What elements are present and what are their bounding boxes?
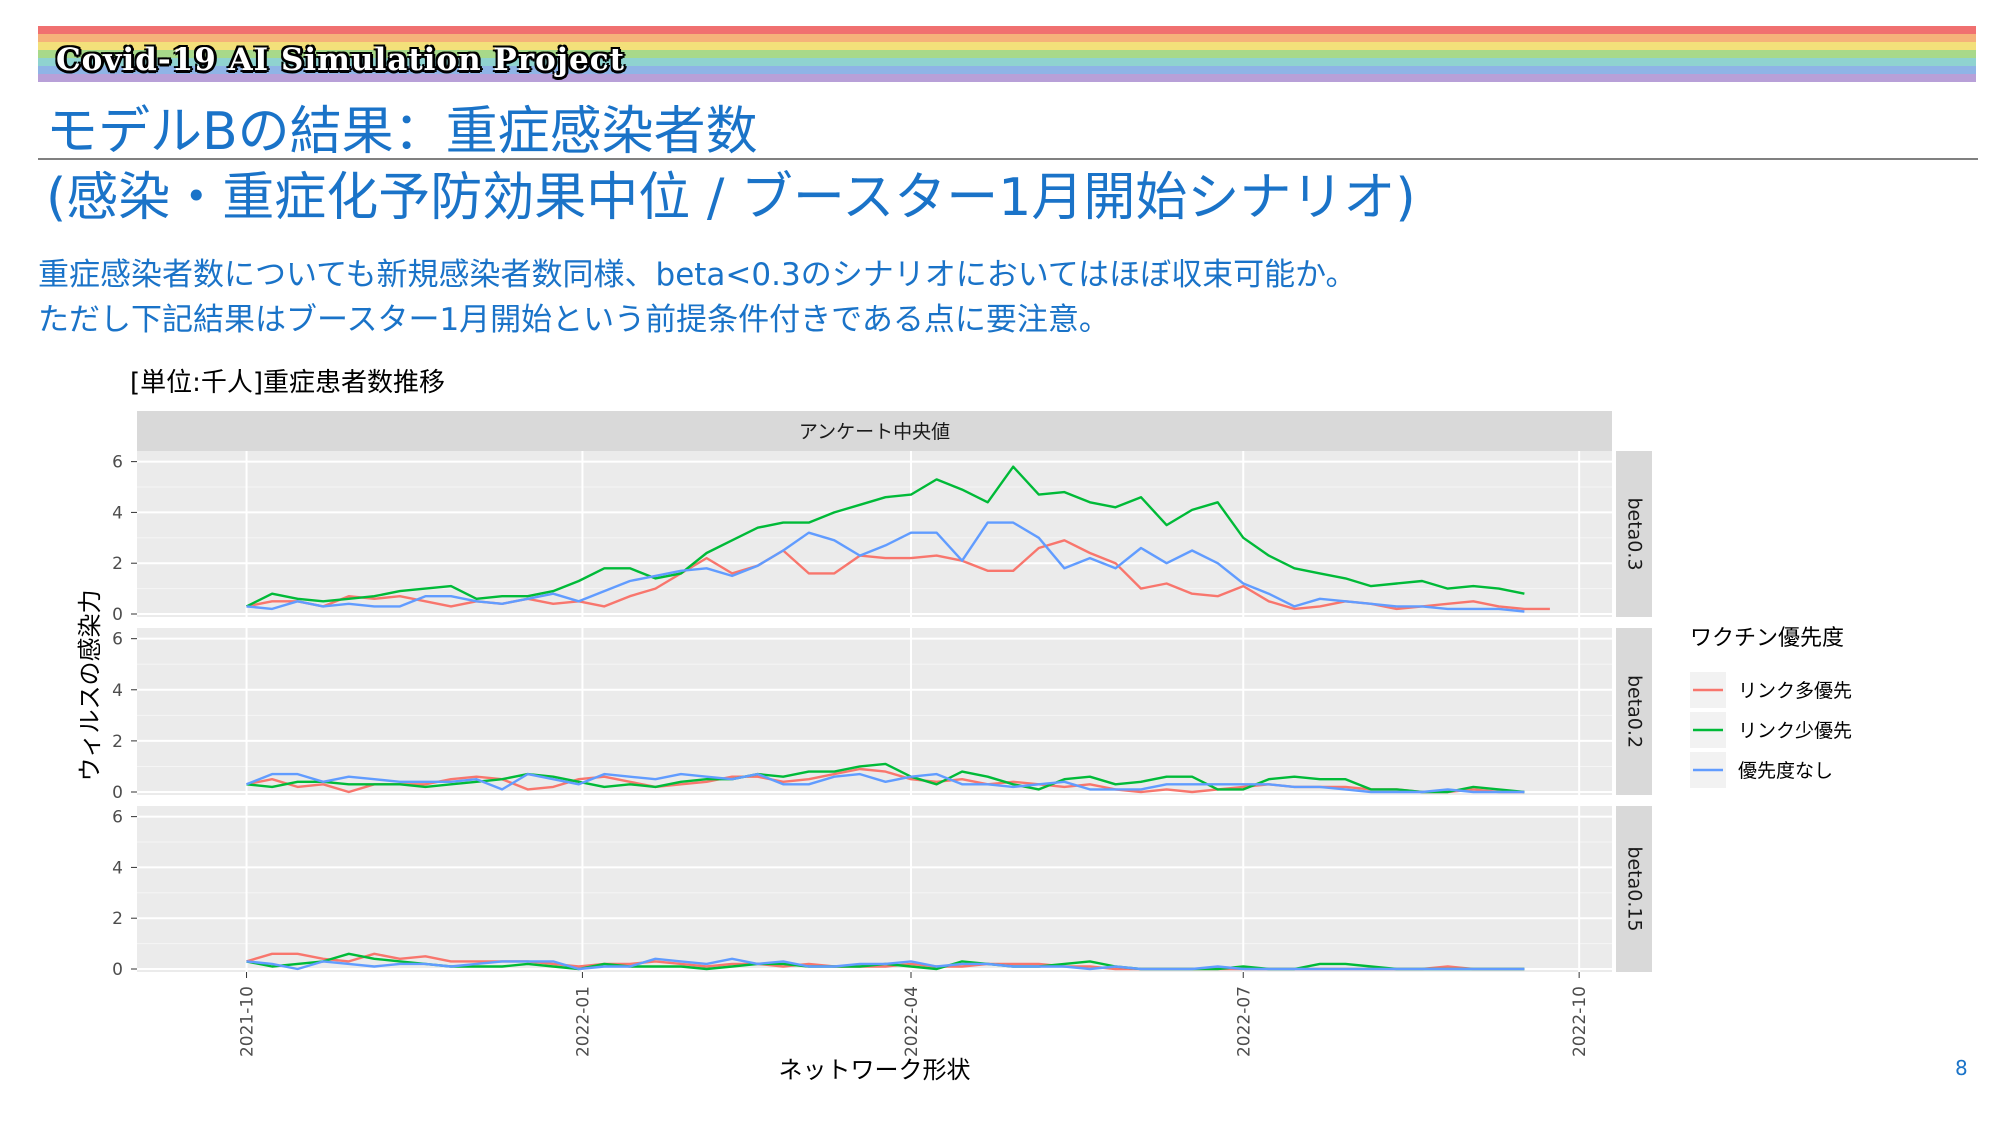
- x-tick-label: 2021-10: [238, 986, 258, 1057]
- header-banner: Covid-19 AI Simulation Project: [38, 26, 1976, 90]
- legend-title: ワクチン優先度: [1690, 626, 1844, 651]
- y-tick-label: 2: [112, 909, 123, 929]
- title-divider: [38, 158, 1978, 160]
- y-tick-label: 4: [112, 503, 123, 523]
- page-number: 8: [1955, 1056, 1968, 1080]
- series-line: [246, 957, 1525, 971]
- stripe-5: [38, 66, 1976, 74]
- series-line: [246, 539, 1550, 611]
- panel-background: [137, 451, 1612, 617]
- panel-background: [137, 806, 1612, 972]
- description-line2: ただし下記結果はブースター1月開始という前提条件付きである点に要注意。: [38, 302, 1110, 338]
- y-tick-label: 6: [112, 808, 123, 828]
- legend-label: リンク少優先: [1738, 720, 1852, 742]
- facet-strip-right: [1616, 628, 1652, 795]
- facet-strip-top: [137, 411, 1612, 451]
- series-line: [246, 772, 1525, 794]
- faceted-line-chart: アンケート中央値 0 2 4 6 beta0.3 0 2 4 6 beta0.2 0 2 4 6 beta0.…: [76, 411, 1852, 1084]
- panel-background: [137, 628, 1612, 795]
- stripe-0: [38, 26, 1976, 34]
- stripe-1: [38, 34, 1976, 42]
- legend-label: リンク多優先: [1738, 680, 1852, 702]
- chart-container: アンケート中央値 0 2 4 6 beta0.3 0 2 4 6 beta0.2 0 2 4 6 beta0.…: [0, 400, 2000, 1100]
- stripe-6: [38, 74, 1976, 82]
- stripe-2: [38, 42, 1976, 50]
- x-axis-title: ネットワーク形状: [779, 1056, 971, 1084]
- facet-strip-right: [1616, 806, 1652, 972]
- y-tick-label: 4: [112, 858, 123, 878]
- facet-row-label: beta0.2: [1624, 675, 1646, 748]
- y-tick-label: 6: [112, 630, 123, 650]
- x-tick-label: 2022-10: [1570, 986, 1590, 1057]
- stripe-4: [38, 58, 1976, 66]
- series-line: [245, 465, 1525, 608]
- chart-title: [単位:千人]重症患者数推移: [130, 368, 446, 398]
- x-tick-label: 2022-01: [573, 986, 593, 1057]
- y-tick-label: 4: [112, 681, 123, 701]
- y-tick-label: 6: [112, 453, 123, 473]
- stripe-3: [38, 50, 1976, 58]
- facet-row-label: beta0.15: [1624, 846, 1646, 931]
- description-line1: 重症感染者数についても新規感染者数同様、beta<0.3のシナリオにおいてはほぼ…: [38, 257, 1357, 293]
- y-axis-title: ウィルスの感染力: [76, 590, 104, 782]
- series-line: [246, 521, 1525, 613]
- y-tick-label: 2: [112, 554, 123, 574]
- y-tick-label: 0: [112, 605, 123, 625]
- y-tick-label: 2: [112, 732, 123, 752]
- x-tick-label: 2022-04: [902, 986, 922, 1057]
- rainbow-stripes: [38, 26, 1976, 82]
- series-line: [246, 762, 1525, 794]
- facet-strip-right: [1616, 451, 1652, 617]
- slide-title-line1: モデルBの結果：重症感染者数: [46, 102, 758, 162]
- legend-label: 優先度なし: [1738, 760, 1833, 782]
- facet-row-label: beta0.3: [1624, 497, 1646, 570]
- banner-title: Covid-19 AI Simulation Project: [56, 42, 625, 78]
- x-tick-label: 2022-07: [1234, 986, 1254, 1057]
- facet-column-label: アンケート中央値: [799, 421, 950, 443]
- y-tick-label: 0: [112, 783, 123, 803]
- slide-title-line2: (感染・重症化予防効果中位 / ブースター1月開始シナリオ): [46, 168, 1416, 228]
- y-tick-label: 0: [112, 960, 123, 980]
